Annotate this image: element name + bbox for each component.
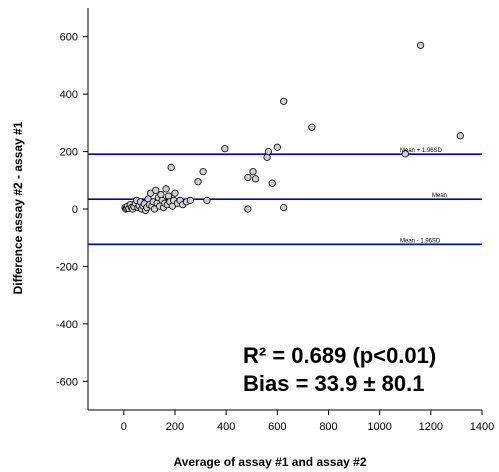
y-tick-label: 400 [60, 89, 78, 101]
data-point [167, 163, 175, 171]
data-point [280, 203, 288, 212]
data-point [308, 123, 316, 131]
bias-annotation: Bias = 33.9 ± 80.1 [243, 371, 424, 396]
data-point [194, 178, 202, 186]
data-point [251, 175, 260, 183]
data-point [264, 147, 272, 156]
x-tick-label: 600 [268, 421, 286, 433]
y-ticks: -600 -400 -200 0 200 400 600 [56, 32, 88, 388]
y-tick-label: -400 [56, 319, 78, 331]
y-tick-label: 200 [60, 147, 78, 159]
data-point [186, 196, 194, 204]
data-point [416, 41, 425, 49]
r-squared-annotation: R² = 0.689 (p<0.01) [243, 343, 436, 368]
reference-line-label: Mean + 1.96SD [400, 148, 443, 154]
data-point [268, 179, 276, 187]
data-point [280, 97, 288, 105]
data-points [121, 41, 464, 215]
y-axis-title: Difference assay #2 - assay #1 [11, 121, 25, 294]
reference-lines: Mean + 1.96SD Mean Mean - 1.96SD [88, 148, 482, 246]
data-point [199, 168, 207, 176]
y-tick-label: -600 [56, 376, 78, 388]
data-point [203, 196, 211, 204]
reference-line-label: Mean [432, 193, 447, 199]
x-tick-label: 1400 [470, 421, 494, 433]
x-tick-label: 400 [217, 421, 235, 433]
x-tick-label: 0 [121, 421, 127, 433]
reference-line-label: Mean - 1.96SD [400, 238, 441, 244]
data-point [171, 189, 179, 197]
data-point [162, 185, 170, 193]
data-point [263, 153, 271, 161]
data-point [249, 168, 257, 176]
data-point [456, 132, 464, 140]
y-tick-label: -200 [56, 261, 78, 273]
x-tick-label: 200 [166, 421, 184, 433]
y-tick-label: 0 [72, 204, 78, 216]
x-ticks: 0 200 400 600 800 1000 1200 1400 [121, 410, 494, 433]
x-tick-label: 1200 [419, 421, 443, 433]
x-axis-title: Average of assay #1 and assay #2 [173, 455, 366, 469]
data-point [221, 145, 229, 153]
x-tick-label: 1000 [367, 421, 391, 433]
data-point [401, 150, 409, 158]
data-point [244, 173, 252, 182]
y-tick-label: 600 [60, 32, 78, 44]
data-point [273, 143, 281, 151]
data-point [152, 186, 160, 194]
data-point [244, 205, 252, 213]
x-tick-label: 800 [319, 421, 337, 433]
data-point [157, 191, 165, 199]
